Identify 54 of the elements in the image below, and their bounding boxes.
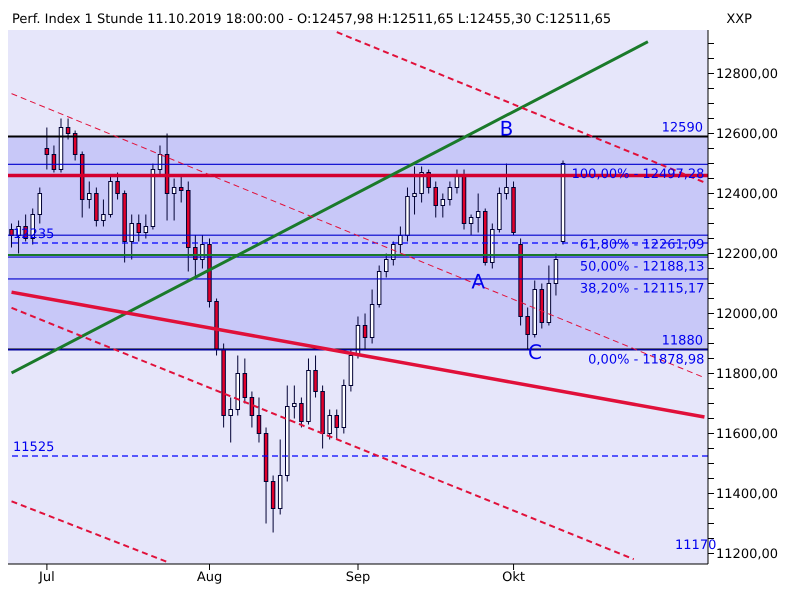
candlestick (362, 313, 368, 350)
candlestick (334, 409, 340, 440)
candlestick (256, 397, 262, 443)
candlestick (66, 118, 70, 140)
y-tick-label: 12600,00 (716, 127, 778, 142)
y-tick-label: 12800,00 (716, 67, 778, 82)
candlestick (504, 163, 509, 200)
candlestick (87, 181, 92, 209)
y-tick-label: 11200,00 (716, 547, 778, 562)
candlestick (412, 166, 417, 215)
candlestick (101, 199, 106, 227)
candlestick (44, 127, 50, 170)
candlestick (228, 397, 233, 443)
candlestick (440, 193, 446, 218)
candlestick (144, 214, 148, 239)
ref-line-label: 12590 (662, 120, 703, 136)
candlestick (313, 355, 318, 398)
candlestick (72, 130, 78, 161)
annotation: 0,00% - 11878,98 (588, 352, 704, 368)
x-tick-label: Aug (196, 570, 222, 586)
candlestick (525, 307, 530, 350)
candlestick (242, 358, 248, 404)
candlestick (433, 181, 438, 218)
candlestick (554, 253, 558, 296)
x-tick-label: Okt (502, 570, 525, 586)
annotation: 100,00% - 12497,28 (572, 166, 704, 182)
x-tick-label: Sep (346, 570, 370, 586)
y-tick-label: 11800,00 (716, 367, 778, 382)
ref-line-label: 11880 (662, 334, 703, 348)
y2-axis-title: XXP (726, 12, 753, 26)
annotation: 50,00% - 12188,13 (580, 260, 704, 275)
candlestick (172, 178, 176, 221)
candlestick (384, 253, 388, 278)
annotation: B (500, 116, 514, 140)
x-tick-label: Jul (38, 570, 55, 586)
y-tick-label: 12200,00 (716, 247, 778, 262)
candlestick (136, 214, 142, 242)
chart-title: Perf. Index 1 Stunde 11.10.2019 18:00:00 - O:12457,98 H:12511,65 L:12455,30 C:12511,65 (11, 12, 612, 26)
candlestick (468, 214, 474, 236)
y-tick-label: 12400,00 (716, 187, 778, 202)
candlestick (327, 409, 332, 440)
annotation: 38,20% - 12115,17 (580, 281, 704, 296)
y-tick-label: 11400,00 (716, 487, 778, 502)
y-tick-label: 11600,00 (716, 427, 778, 442)
candlestick (292, 385, 297, 419)
candlestick (398, 226, 403, 254)
candlestick (129, 214, 134, 260)
y-tick-label: 12000,00 (716, 307, 778, 322)
candlestick (448, 181, 452, 206)
candlestick (299, 397, 304, 428)
candlestick (38, 187, 42, 224)
candlestick (476, 193, 480, 233)
candlestick (250, 391, 254, 428)
ref-line-label: 11525 (13, 440, 54, 455)
